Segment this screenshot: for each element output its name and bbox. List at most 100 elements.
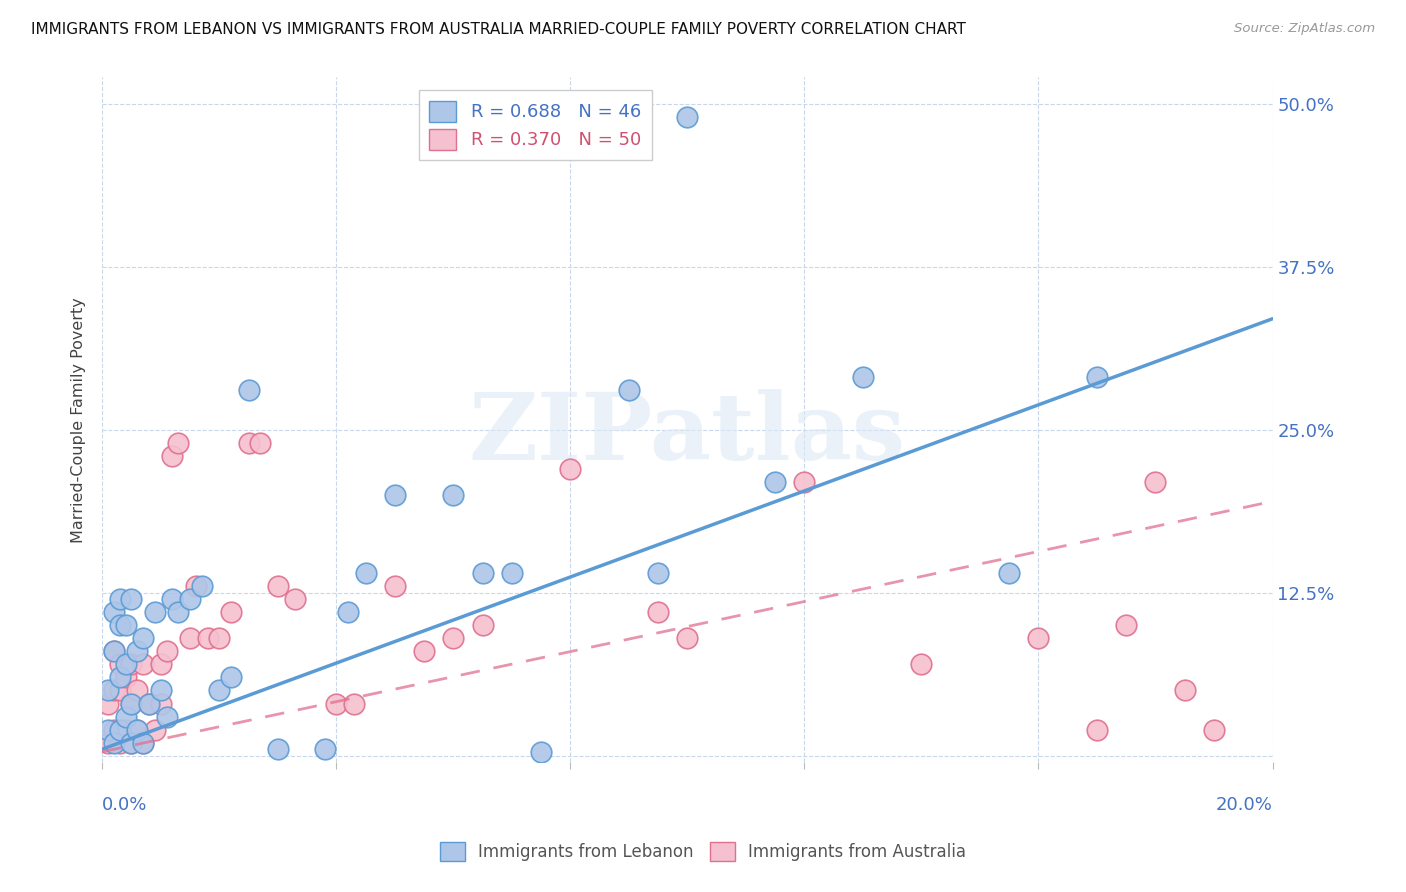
Point [162,592,184,607]
Point [132,736,155,750]
Point [103,723,125,737]
Point [325,697,347,711]
Point [179,632,201,646]
Point [267,742,290,756]
Point [127,683,149,698]
Point [384,488,406,502]
Point [127,723,149,737]
Point [97,723,120,737]
Point [284,592,307,607]
Point [1028,632,1050,646]
Point [1085,723,1108,737]
Point [121,592,143,607]
Point [132,632,155,646]
Point [238,435,260,450]
Point [155,644,177,658]
Text: Source: ZipAtlas.com: Source: ZipAtlas.com [1234,22,1375,36]
Text: 20.0%: 20.0% [1216,797,1272,814]
Point [343,697,366,711]
Point [267,579,290,593]
Point [103,644,125,658]
Point [103,644,125,658]
Point [103,683,125,698]
Point [103,605,125,619]
Point [852,370,875,384]
Text: 0.0%: 0.0% [103,797,148,814]
Point [763,475,786,489]
Legend: R = 0.688   N = 46, R = 0.370   N = 50: R = 0.688 N = 46, R = 0.370 N = 50 [419,90,652,161]
Point [384,579,406,593]
Point [103,736,125,750]
Point [197,632,219,646]
Point [1085,370,1108,384]
Point [676,110,699,124]
Point [471,618,494,632]
Legend: Immigrants from Lebanon, Immigrants from Australia: Immigrants from Lebanon, Immigrants from… [433,835,973,868]
Point [314,742,336,756]
Point [121,697,143,711]
Point [793,475,815,489]
Point [238,384,260,398]
Point [108,657,131,672]
Point [108,683,131,698]
Point [108,618,131,632]
Point [97,683,120,698]
Point [108,736,131,750]
Point [138,697,160,711]
Point [1202,723,1225,737]
Point [441,488,464,502]
Point [413,644,436,658]
Point [910,657,932,672]
Point [190,579,212,593]
Point [179,592,201,607]
Point [617,384,640,398]
Point [114,657,136,672]
Point [149,683,172,698]
Point [1144,475,1167,489]
Text: IMMIGRANTS FROM LEBANON VS IMMIGRANTS FROM AUSTRALIA MARRIED-COUPLE FAMILY POVER: IMMIGRANTS FROM LEBANON VS IMMIGRANTS FR… [31,22,966,37]
Point [114,618,136,632]
Point [108,723,131,737]
Point [1174,683,1197,698]
Point [560,461,582,475]
Point [336,605,359,619]
Point [647,566,669,580]
Point [132,736,155,750]
Point [471,566,494,580]
Text: ZIPatlas: ZIPatlas [468,389,905,478]
Point [143,605,166,619]
Point [114,670,136,684]
Point [97,736,120,750]
Point [249,435,271,450]
Point [108,592,131,607]
Point [149,657,172,672]
Point [143,723,166,737]
Point [167,435,190,450]
Point [121,736,143,750]
Point [108,670,131,684]
Point [121,657,143,672]
Point [219,605,242,619]
Point [138,697,160,711]
Point [184,579,207,593]
Point [121,697,143,711]
Point [219,670,242,684]
Point [97,697,120,711]
Point [501,566,523,580]
Point [676,632,699,646]
Point [647,605,669,619]
Point [208,683,231,698]
Point [167,605,190,619]
Point [127,644,149,658]
Point [1115,618,1137,632]
Point [114,723,136,737]
Point [441,632,464,646]
Point [114,709,136,723]
Point [208,632,231,646]
Point [530,745,553,759]
Point [998,566,1021,580]
Point [155,709,177,723]
Point [127,723,149,737]
Y-axis label: Married-Couple Family Poverty: Married-Couple Family Poverty [72,297,86,542]
Point [354,566,377,580]
